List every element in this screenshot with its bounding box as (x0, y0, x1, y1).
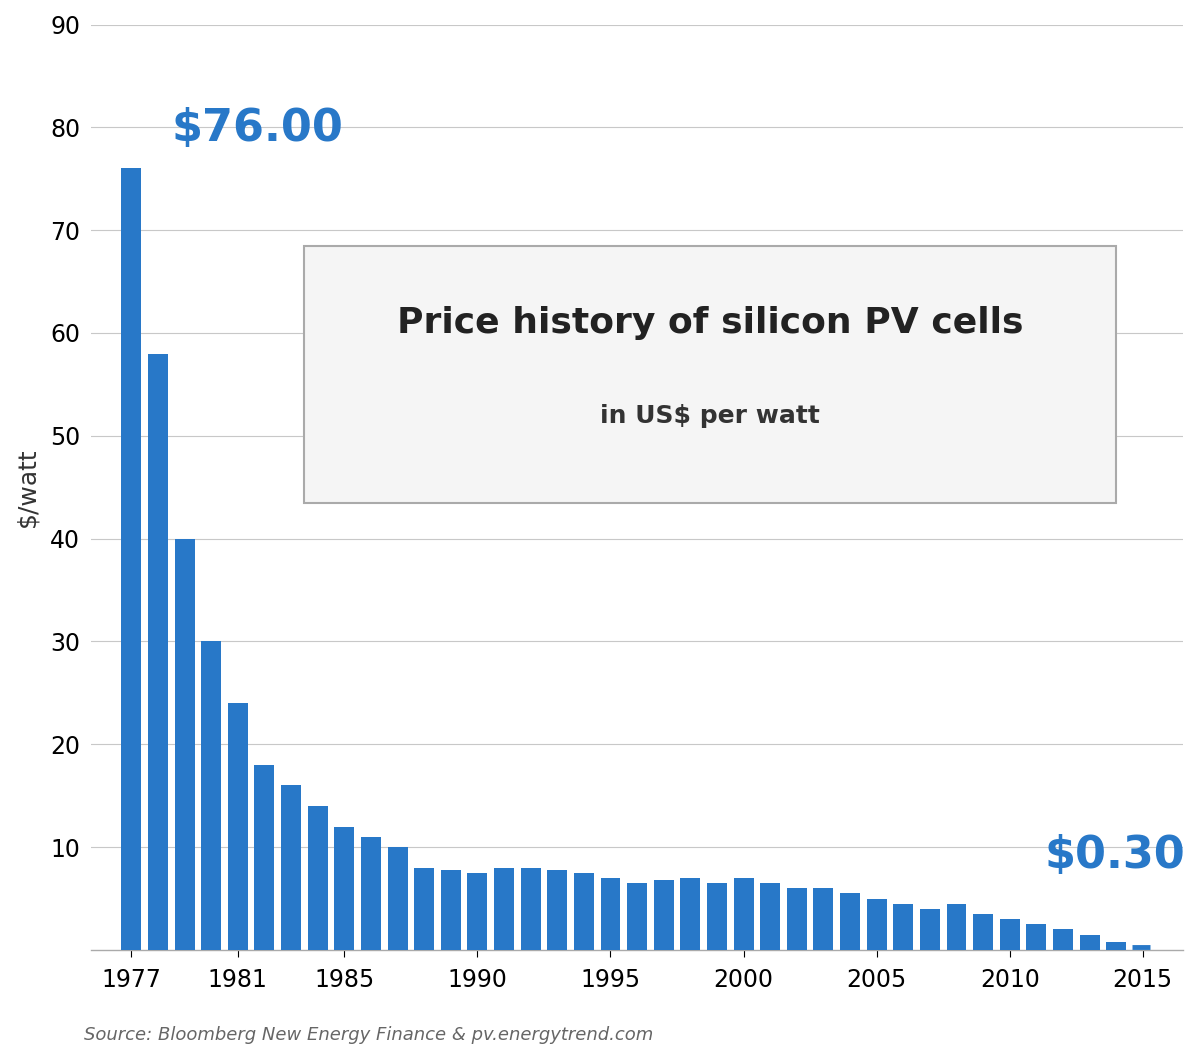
Bar (361, 836, 380, 950)
Text: $0.30: $0.30 (1045, 834, 1186, 877)
Bar (628, 883, 647, 950)
Y-axis label: $/watt: $/watt (14, 447, 38, 527)
Bar (281, 785, 301, 950)
Bar (840, 894, 860, 950)
Bar (787, 888, 806, 950)
Bar (1052, 930, 1073, 950)
Bar (547, 870, 568, 950)
Bar (1080, 935, 1099, 950)
Text: Source: Bloomberg New Energy Finance & pv.energytrend.com: Source: Bloomberg New Energy Finance & p… (84, 1026, 653, 1044)
Bar (654, 880, 673, 950)
Bar (707, 883, 727, 950)
Bar (680, 878, 701, 950)
Bar (440, 870, 461, 950)
Bar (202, 641, 221, 950)
Bar (414, 868, 434, 950)
Bar (973, 914, 994, 950)
Bar (335, 827, 354, 950)
Bar (148, 354, 168, 950)
Bar (600, 878, 620, 950)
Bar (228, 703, 248, 950)
Bar (1106, 941, 1126, 950)
Bar (494, 868, 514, 950)
Bar (388, 847, 408, 950)
Text: $76.00: $76.00 (172, 107, 343, 149)
Text: Price history of silicon PV cells: Price history of silicon PV cells (397, 306, 1024, 340)
Text: in US$ per watt: in US$ per watt (600, 404, 821, 428)
Bar (574, 872, 594, 950)
Bar (920, 908, 940, 950)
Bar (866, 899, 887, 950)
Bar (947, 904, 966, 950)
Bar (307, 806, 328, 950)
Bar (761, 883, 780, 950)
Bar (814, 888, 833, 950)
Bar (175, 538, 194, 950)
Bar (733, 878, 754, 950)
Bar (254, 765, 275, 950)
Bar (121, 169, 142, 950)
Bar (521, 868, 541, 950)
Bar (468, 872, 487, 950)
Bar (893, 904, 913, 950)
FancyBboxPatch shape (305, 246, 1116, 502)
Bar (1000, 919, 1020, 950)
Bar (1026, 924, 1046, 950)
